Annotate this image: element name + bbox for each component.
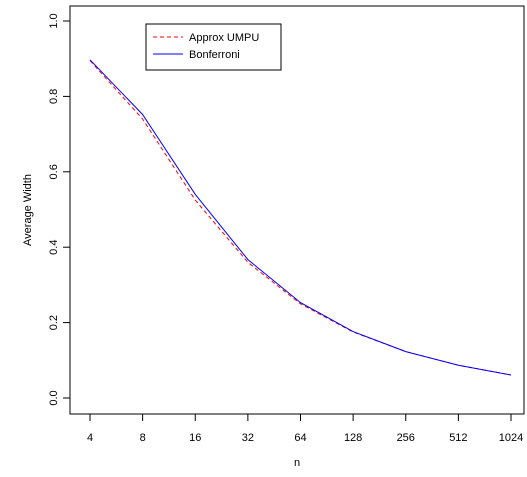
x-tick-label: 1024: [499, 432, 523, 444]
x-tick-label: 8: [140, 432, 146, 444]
series-layer: [89, 59, 512, 376]
y-tick-label: 0.8: [48, 89, 60, 104]
x-tick-label: 512: [449, 432, 467, 444]
y-tick-label: 0.6: [48, 164, 60, 179]
x-axis-label: n: [294, 457, 300, 469]
legend-label-bonferroni: Bonferroni: [189, 49, 240, 61]
series-line-approx-umpu: [89, 60, 512, 376]
x-tick-label: 64: [294, 432, 306, 444]
x-tick-label: 256: [397, 432, 415, 444]
x-tick-label: 128: [344, 432, 362, 444]
x-axis: 4 8 16 32 64 128 256 512 1024: [87, 413, 523, 444]
y-axis-label: Average Width: [22, 174, 34, 246]
x-tick-label: 32: [242, 432, 254, 444]
y-tick-label: 1.0: [48, 13, 60, 28]
legend-box: [145, 23, 282, 71]
x-tick-label: 16: [189, 432, 201, 444]
y-tick-label: 0.0: [48, 390, 60, 405]
y-tick-label: 0.4: [48, 240, 60, 255]
legend-label-approx-umpu: Approx UMPU: [189, 32, 259, 44]
y-tick-label: 0.2: [48, 315, 60, 330]
series-line-bonferroni: [89, 59, 512, 376]
y-axis: 0.0 0.2 0.4 0.6 0.8 1.0: [48, 13, 71, 406]
legend: Approx UMPU Bonferroni: [145, 23, 282, 71]
plot-frame: [69, 5, 525, 415]
x-tick-label: 4: [87, 432, 93, 444]
